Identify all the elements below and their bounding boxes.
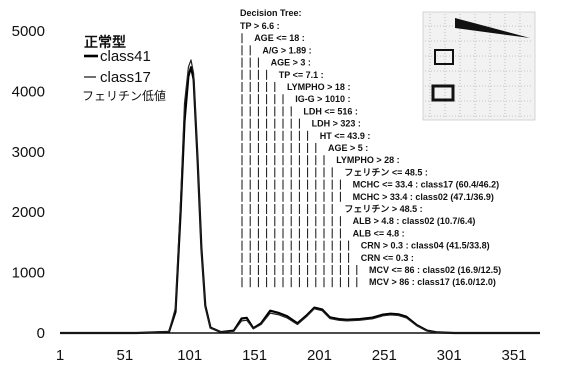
decision-tree-panel: Decision Tree: TP > 6.6 : AGE <= 18 : A/G … bbox=[229, 4, 501, 304]
decision-tree-line: LDH > 323 : bbox=[312, 119, 361, 129]
decision-tree-line: A/G > 1.89 : bbox=[262, 45, 311, 55]
legend: 正常型 class41 class17 フェリチン低値 bbox=[82, 34, 166, 103]
y-tick-label: 3000 bbox=[12, 144, 45, 161]
series-line-class41 bbox=[60, 66, 540, 335]
x-tick-label: 1 bbox=[56, 347, 64, 364]
series-line-class17 bbox=[60, 59, 540, 334]
decision-tree-line: HT <= 43.9 : bbox=[320, 131, 371, 141]
x-tick-label: 151 bbox=[242, 347, 267, 364]
series-layer bbox=[60, 59, 540, 335]
y-tick-label: 0 bbox=[37, 325, 45, 342]
decision-tree-line: LYMPHO > 18 : bbox=[287, 82, 350, 92]
legend-label-ferritin-low: フェリチン低値 bbox=[82, 88, 166, 103]
x-tick-label: 51 bbox=[117, 347, 134, 364]
thumbnail-marker-box bbox=[431, 84, 455, 102]
legend-label-class17: class17 bbox=[100, 69, 151, 86]
decision-tree-line: フェリチン <= 48.5 : bbox=[344, 167, 428, 177]
decision-tree-background bbox=[229, 4, 431, 304]
x-tick-label: 201 bbox=[307, 347, 332, 364]
x-axis-ticks: 1 51 101 151 201 251 301 351 bbox=[56, 347, 527, 364]
legend-group-header: 正常型 bbox=[84, 34, 126, 51]
decision-tree-line: IG-G > 1010 : bbox=[295, 94, 350, 104]
decision-tree-header: Decision Tree: bbox=[240, 8, 302, 18]
x-tick-label: 301 bbox=[437, 347, 462, 364]
decision-tree-line: LDH <= 516 : bbox=[303, 106, 358, 116]
y-tick-label: 4000 bbox=[12, 83, 45, 100]
y-tick-label: 5000 bbox=[12, 23, 45, 40]
x-tick-label: 101 bbox=[177, 347, 202, 364]
y-tick-label: 2000 bbox=[12, 204, 45, 221]
thumbnail-inset bbox=[422, 11, 536, 121]
y-axis-ticks: 0 1000 2000 3000 4000 5000 bbox=[12, 23, 45, 342]
decision-tree-line: MCHC <= 33.4 : class17 (60.4/46.2) bbox=[353, 180, 500, 190]
decision-tree-line: AGE > 5 : bbox=[328, 143, 368, 153]
decision-tree-line: AGE > 3 : bbox=[271, 58, 311, 68]
decision-tree-line: ALB <= 4.8 : bbox=[353, 228, 405, 238]
decision-tree-line: CRN <= 0.3 : bbox=[361, 253, 414, 263]
x-tick-label: 351 bbox=[502, 347, 527, 364]
decision-tree-line: TP <= 7.1 : bbox=[279, 70, 324, 80]
decision-tree-line: MCV <= 86 : class02 (16.9/12.5) bbox=[369, 265, 501, 275]
thumbnail-marker-box bbox=[434, 49, 454, 65]
legend-label-class41: class41 bbox=[100, 48, 151, 65]
decision-tree-line: フェリチン > 48.5 : bbox=[344, 204, 422, 214]
decision-tree-lines: TP > 6.6 : AGE <= 18 : A/G > 1.89 : AGE > 3… bbox=[240, 21, 501, 288]
decision-tree-line: MCHC > 33.4 : class02 (47.1/36.9) bbox=[353, 192, 494, 202]
x-tick-label: 251 bbox=[372, 347, 397, 364]
thumbnail-wedge-shape bbox=[455, 18, 530, 38]
decision-tree-line: ALB > 4.8 : class02 (10.7/6.4) bbox=[353, 216, 476, 226]
decision-tree-line: TP > 6.6 : bbox=[240, 21, 280, 31]
decision-tree-line: LYMPHO > 28 : bbox=[336, 155, 399, 165]
decision-tree-line: MCV > 86 : class17 (16.0/12.0) bbox=[369, 277, 496, 287]
decision-tree-line: CRN > 0.3 : class04 (41.5/33.8) bbox=[361, 241, 490, 251]
y-tick-label: 1000 bbox=[12, 265, 45, 282]
decision-tree-line: AGE <= 18 : bbox=[254, 33, 305, 43]
